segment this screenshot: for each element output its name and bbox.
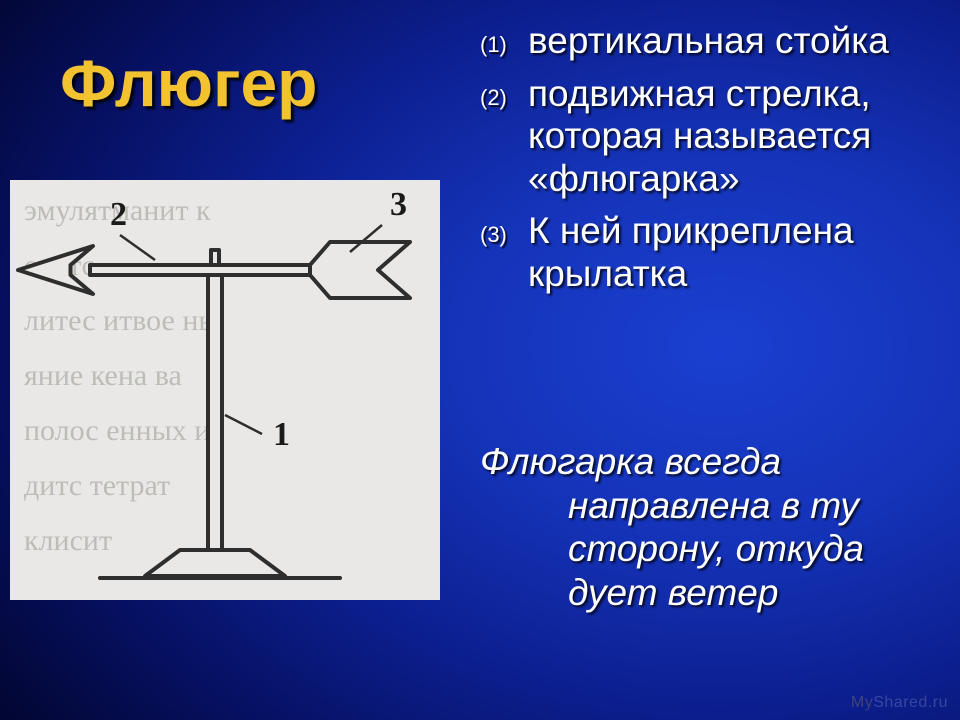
figure-label-3: 3 bbox=[390, 186, 407, 223]
list-item-text: вертикальная стойка bbox=[528, 20, 940, 63]
paragraph-text: Флюгарка всегда направлена в ту сторону,… bbox=[480, 440, 940, 615]
base bbox=[145, 550, 285, 576]
list-marker: (2) bbox=[480, 73, 528, 201]
post bbox=[208, 275, 222, 550]
weathervane-svg: эмулятманит коостслитес итвое ныяние кен… bbox=[10, 180, 440, 600]
ghost-text-line: дитс тетрат bbox=[24, 469, 170, 502]
list-marker: (1) bbox=[480, 20, 528, 63]
ghost-text-line: литес итвое ны bbox=[24, 304, 219, 337]
weathervane-figure: эмулятманит коостслитес итвое ныяние кен… bbox=[10, 180, 440, 600]
ghost-text-line: яние кена ва bbox=[24, 359, 182, 392]
label-leader bbox=[120, 235, 155, 260]
list-item: (3) К ней прикреплена крылатка bbox=[480, 210, 940, 295]
arrow-tail bbox=[310, 242, 410, 298]
list-item-text: К ней прикреплена крылатка bbox=[528, 210, 940, 295]
slide-title: Флюгер bbox=[60, 45, 318, 121]
parts-list: (1)вертикальная стойка(2)подвижная стрел… bbox=[480, 20, 940, 305]
explanatory-paragraph: Флюгарка всегда направлена в ту сторону,… bbox=[480, 440, 940, 615]
ghost-text: эмулятманит коостслитес итвое ныяние кен… bbox=[24, 194, 219, 557]
slide: Флюгер эмулятманит коостслитес итвое ныя… bbox=[0, 0, 960, 720]
ghost-text-line: полос енных и bbox=[24, 414, 210, 447]
watermark-prefix: My bbox=[851, 694, 873, 711]
list-item: (1)вертикальная стойка bbox=[480, 20, 940, 63]
list-item: (2)подвижная стрелка, которая называется… bbox=[480, 73, 940, 201]
figure-label-2: 2 bbox=[110, 196, 127, 233]
ghost-text-line: клисит bbox=[24, 524, 112, 557]
figure-label-1: 1 bbox=[273, 416, 290, 453]
watermark-rest: Shared.ru bbox=[873, 694, 948, 711]
arrow-shaft bbox=[90, 265, 310, 275]
list-item-text: подвижная стрелка, которая называется «ф… bbox=[528, 73, 940, 201]
watermark: MyShared.ru bbox=[851, 694, 948, 712]
list-marker: (3) bbox=[480, 210, 528, 295]
label-leader bbox=[225, 415, 262, 434]
